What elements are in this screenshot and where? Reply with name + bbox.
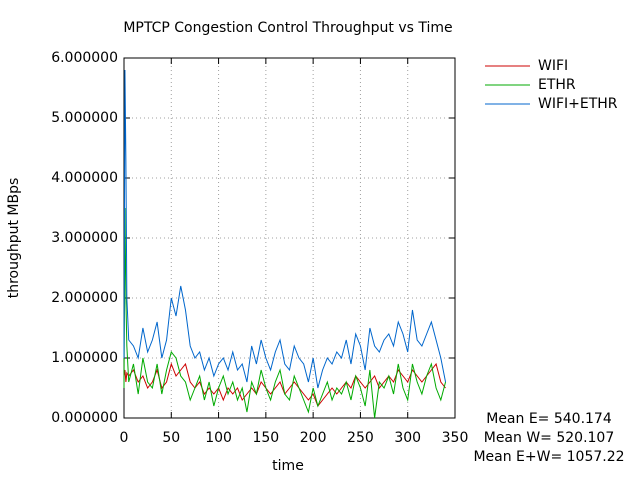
y-tick-label: 0.000000 [51, 410, 118, 426]
y-tick-label: 1.000000 [51, 350, 118, 366]
plot-frame [123, 57, 456, 419]
series-line [123, 207, 447, 419]
y-tick-label: 5.000000 [51, 110, 118, 126]
annotation: Mean E+W= 1057.22 [473, 449, 624, 465]
x-tick-label: 350 [442, 430, 469, 446]
annotation: Mean E= 540.174 [486, 411, 612, 427]
x-axis-label: time [272, 458, 304, 474]
legend-label: WIFI+ETHR [538, 96, 618, 112]
chart-title: MPTCP Congestion Control Throughput vs T… [123, 20, 452, 36]
x-tick-label: 250 [347, 430, 374, 446]
y-tick-label: 6.000000 [51, 50, 118, 66]
x-tick-label: 100 [205, 430, 232, 446]
x-tick-label: 300 [394, 430, 421, 446]
x-tick-label: 200 [300, 430, 327, 446]
y-axis-label: throughput MBps [6, 178, 22, 299]
annotation: Mean W= 520.107 [484, 430, 615, 446]
series-line [123, 362, 446, 407]
y-tick-label: 3.000000 [51, 230, 118, 246]
x-tick-label: 50 [162, 430, 180, 446]
x-tick-label: 150 [252, 430, 279, 446]
y-tick-label: 2.000000 [51, 290, 118, 306]
series-line [123, 69, 447, 389]
legend-label: ETHR [538, 77, 576, 93]
x-tick-label: 0 [120, 430, 129, 446]
legend-label: WIFI [538, 58, 568, 74]
y-tick-label: 4.000000 [51, 170, 118, 186]
